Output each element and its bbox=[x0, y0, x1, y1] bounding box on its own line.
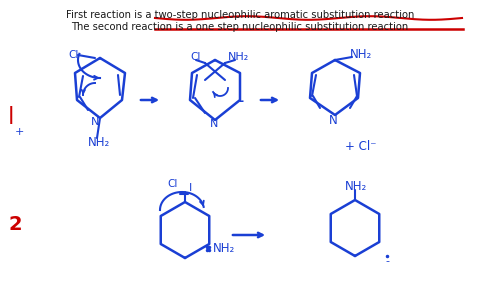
Text: N: N bbox=[210, 119, 218, 129]
Text: +: + bbox=[15, 127, 24, 137]
Text: Cl: Cl bbox=[167, 179, 178, 189]
Text: -: - bbox=[385, 256, 389, 266]
Text: The second reaction is a one step nucleophilic substitution reaction: The second reaction is a one step nucleo… bbox=[72, 22, 408, 32]
Text: NH₂: NH₂ bbox=[88, 135, 110, 148]
Text: First reaction is a two-step nucleophilic aromatic substitution reaction: First reaction is a two-step nucleophili… bbox=[66, 10, 414, 20]
Text: N: N bbox=[91, 117, 99, 127]
Text: + Cl⁻: + Cl⁻ bbox=[345, 140, 376, 153]
Text: NH₂: NH₂ bbox=[228, 52, 249, 62]
Text: -: - bbox=[238, 95, 243, 108]
Text: Cl: Cl bbox=[190, 52, 200, 62]
Text: NH₂: NH₂ bbox=[345, 180, 367, 193]
Text: N: N bbox=[329, 113, 338, 126]
Text: I: I bbox=[189, 183, 192, 193]
Text: NH₂: NH₂ bbox=[350, 48, 372, 61]
Text: 2: 2 bbox=[8, 215, 22, 235]
Text: NH₂: NH₂ bbox=[213, 242, 235, 255]
Text: |: | bbox=[8, 106, 14, 124]
Text: Cl: Cl bbox=[68, 50, 78, 60]
